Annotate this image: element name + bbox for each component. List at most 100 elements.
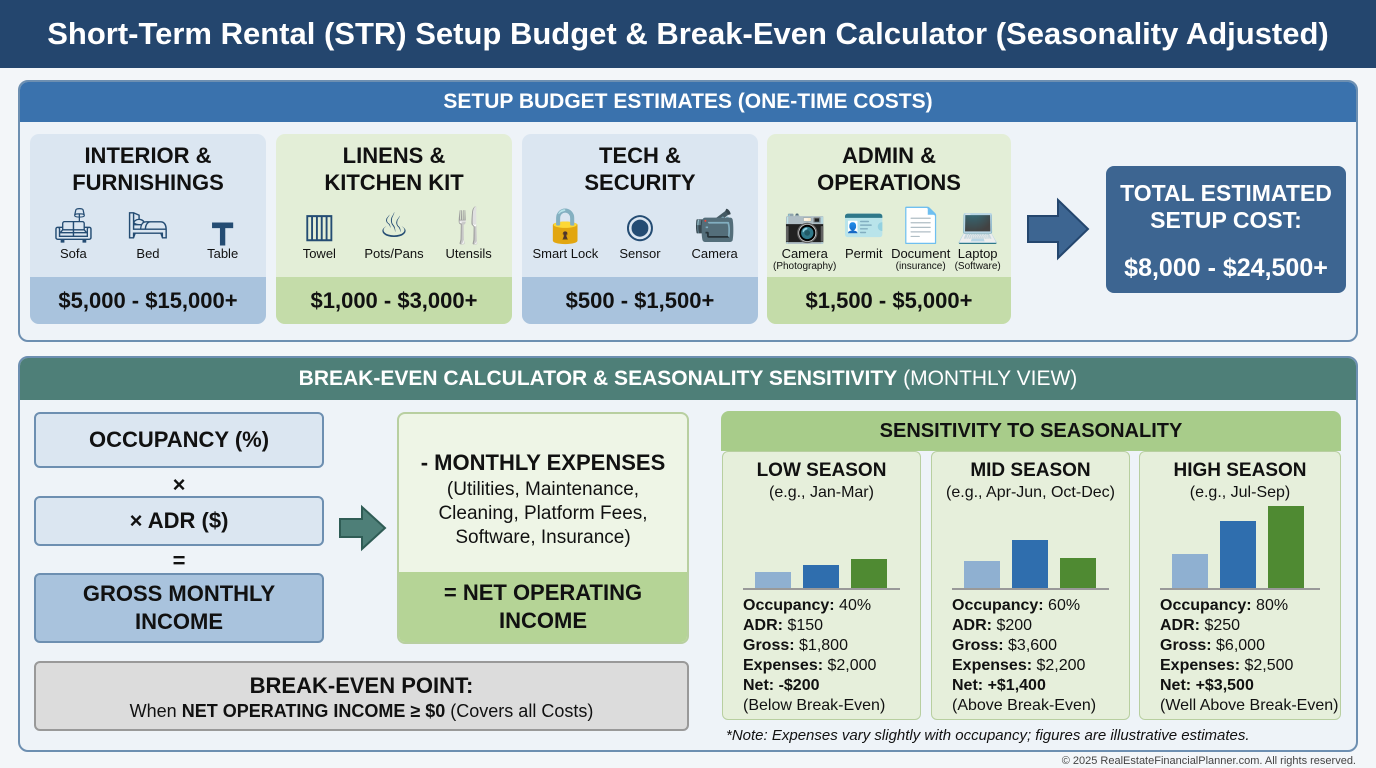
- stat-label: Occupancy:: [1160, 597, 1252, 614]
- category-item: ♨ Pots/Pans: [360, 206, 428, 261]
- item-label: Utensils: [445, 246, 492, 261]
- category-item: 🍴 Utensils: [435, 206, 503, 261]
- bed-icon: 🛏: [126, 207, 170, 245]
- gross-line-2: INCOME: [135, 609, 223, 634]
- equals-operator: =: [172, 548, 186, 573]
- total-setup-cost: TOTAL ESTIMATED SETUP COST: $8,000 - $24…: [1106, 166, 1346, 293]
- stat-value: $150: [787, 617, 824, 634]
- category-title: INTERIOR &: [84, 143, 212, 168]
- item-label: Camera: [691, 246, 738, 261]
- setup-category-card: ADMIN & OPERATIONS 📷 Camera (Photography) 🪪 P…: [767, 134, 1011, 324]
- stat-value: -$200: [778, 677, 820, 694]
- category-item: 🔒 Smart Lock: [531, 206, 599, 261]
- stat-value: $2,000: [827, 657, 877, 674]
- season-column: LOW SEASON (e.g., Jan-Mar) Occupancy: 40…: [722, 451, 921, 720]
- stat-label: Gross:: [952, 637, 1004, 654]
- bep-prefix: When: [129, 701, 177, 721]
- category-title-2: KITCHEN KIT: [324, 170, 464, 195]
- stat-label: Occupancy:: [952, 597, 1044, 614]
- category-item: 📷 Camera (Photography): [773, 206, 836, 272]
- season-name: HIGH SEASON: [1173, 460, 1307, 481]
- category-title-2: SECURITY: [584, 170, 696, 195]
- item-label: Sensor: [619, 246, 661, 261]
- stat-adr: ADR: $200: [952, 616, 1129, 636]
- season-bar-chart: [1160, 506, 1320, 590]
- item-label: Table: [207, 246, 239, 261]
- security-camera-icon: 📹: [693, 207, 736, 245]
- utensils-icon: 🍴: [447, 207, 490, 245]
- lock-icon: 🔒: [544, 207, 587, 245]
- stat-value: +$3,500: [1195, 677, 1254, 694]
- stat-gross: Gross: $3,600: [952, 636, 1129, 656]
- occupancy-box: OCCUPANCY (%): [34, 412, 324, 468]
- stat-adr: ADR: $250: [1160, 616, 1340, 636]
- stat-value: +$1,400: [987, 677, 1046, 694]
- category-item: ▥ Towel: [285, 206, 353, 261]
- season-bar: [851, 559, 887, 588]
- expenses-detail: (Utilities, Maintenance, Cleaning, Platf…: [438, 479, 648, 548]
- break-even-header: BREAK-EVEN CALCULATOR & SEASONALITY SENS…: [20, 358, 1356, 400]
- expenses-title: - MONTHLY EXPENSES: [420, 450, 666, 475]
- towel-icon: ▥: [303, 207, 336, 245]
- season-name: LOW SEASON: [756, 460, 887, 481]
- total-label: TOTAL ESTIMATED: [1120, 180, 1332, 206]
- document-icon: 📄: [899, 207, 942, 245]
- season-months: (e.g., Apr-Jun, Oct-Dec): [946, 484, 1115, 501]
- stat-value: 60%: [1048, 597, 1081, 614]
- season-status: (Well Above Break-Even): [1160, 697, 1339, 714]
- item-label: Pots/Pans: [364, 246, 424, 261]
- stat-occ: Occupancy: 80%: [1160, 596, 1340, 616]
- category-price: $1,000 - $3,000+: [276, 277, 512, 324]
- stat-value: $2,500: [1244, 657, 1294, 674]
- season-name: MID SEASON: [970, 460, 1091, 481]
- item-label: Smart Lock: [532, 246, 599, 261]
- adr-box: × ADR ($): [34, 496, 324, 546]
- season-bar: [1060, 557, 1096, 588]
- season-months: (e.g., Jan-Mar): [769, 484, 874, 501]
- multiply-operator: ×: [172, 472, 186, 497]
- stat-label: ADR:: [952, 617, 992, 634]
- setup-category-card: INTERIOR & FURNISHINGS 🛋 Sofa 🛏 Bed ┳ Table $5…: [30, 134, 266, 324]
- category-price: $1,500 - $5,000+: [767, 277, 1011, 324]
- copyright-footer: © 2025 RealEstateFinancialPlanner.com. A…: [1061, 755, 1356, 767]
- category-item: 💻 Laptop (Software): [950, 206, 1005, 272]
- stat-occ: Occupancy: 60%: [952, 596, 1129, 616]
- total-value: $8,000 - $24,500+: [1124, 254, 1328, 282]
- sofa-icon: 🛋: [51, 207, 95, 245]
- sensor-icon: ◉: [625, 207, 655, 245]
- noi-line-1: = NET OPERATING: [443, 580, 643, 605]
- pot-icon: ♨: [378, 207, 410, 245]
- bep-formula: When NET OPERATING INCOME ≥ $0 (Covers a…: [36, 701, 687, 722]
- item-sublabel: (Software): [954, 261, 1001, 272]
- item-sublabel: (Photography): [773, 261, 837, 272]
- season-bar: [755, 571, 791, 588]
- stat-label: Expenses:: [952, 657, 1033, 674]
- stat-label: Expenses:: [743, 657, 824, 674]
- stat-gross: Gross: $1,800: [743, 636, 920, 656]
- setup-category-card: LINENS & KITCHEN KIT ▥ Towel ♨ Pots/Pans 🍴 Ute…: [276, 134, 512, 324]
- season-bar: [803, 565, 839, 588]
- category-title: LINENS &: [342, 143, 446, 168]
- stat-label: ADR:: [1160, 617, 1200, 634]
- category-title-2: FURNISHINGS: [72, 170, 224, 195]
- item-label: Bed: [136, 246, 160, 261]
- note-text: *Note: Expenses vary slightly with occup…: [726, 727, 1250, 744]
- stat-value: $2,200: [1036, 657, 1086, 674]
- sensitivity-header: SENSITIVITY TO SEASONALITY: [721, 411, 1341, 451]
- item-label: Laptop: [957, 246, 998, 261]
- stat-value: 40%: [839, 597, 872, 614]
- category-title: TECH &: [599, 143, 681, 168]
- category-title: ADMIN &: [841, 143, 937, 168]
- expenses-box: - MONTHLY EXPENSES (Utilities, Maintenan…: [397, 412, 689, 644]
- stat-net: Net: +$1,400: [952, 676, 1129, 696]
- season-bar-chart: [952, 510, 1109, 590]
- stat-label: ADR:: [743, 617, 783, 634]
- noi-line-2: INCOME: [499, 608, 587, 633]
- season-bar: [964, 560, 1000, 588]
- item-label: Sofa: [59, 246, 87, 261]
- season-status: (Above Break-Even): [952, 697, 1097, 714]
- id-card-icon: 🪪: [842, 207, 885, 245]
- stat-value: $200: [996, 617, 1033, 634]
- item-label: Document: [891, 246, 951, 261]
- bep-title: BREAK-EVEN POINT:: [249, 673, 474, 698]
